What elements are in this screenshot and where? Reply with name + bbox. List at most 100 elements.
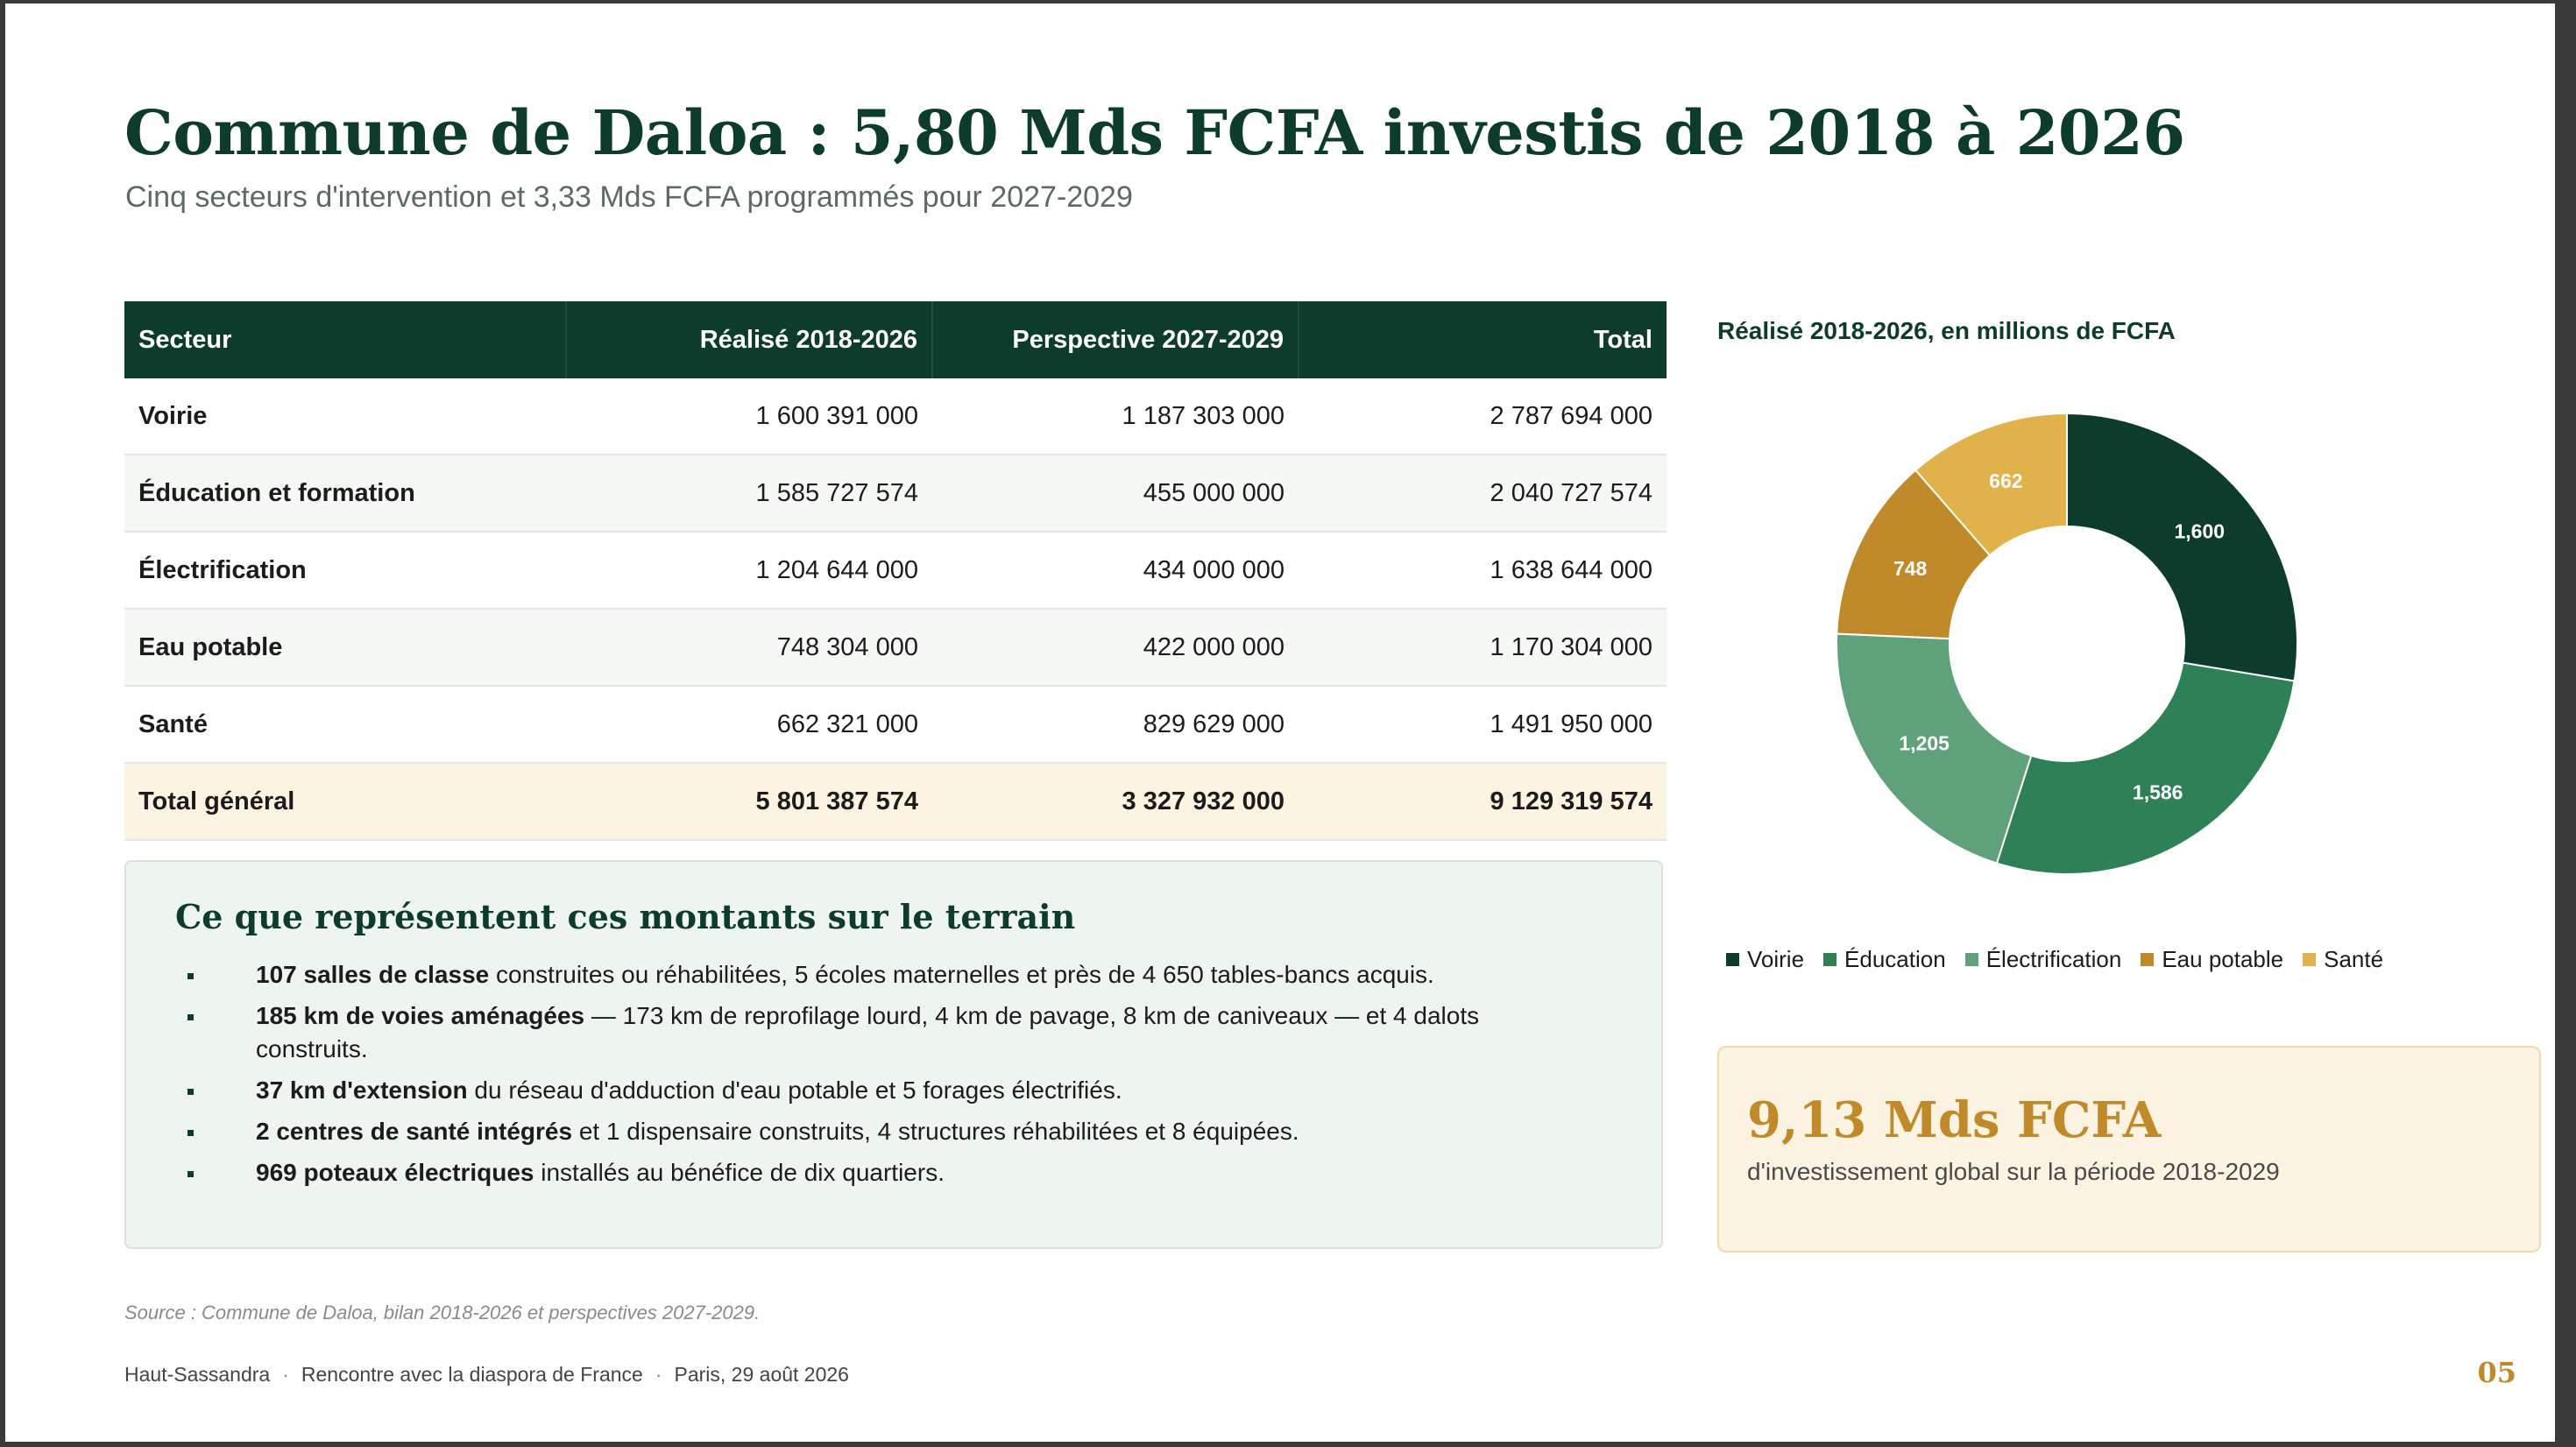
footer-event: Rencontre avec la diaspora de France	[301, 1363, 643, 1386]
cell-perspective: 829 629 000	[932, 686, 1299, 764]
cell-total-label: Total général	[124, 763, 566, 841]
list-item-highlight: 969 poteaux électriques	[256, 1159, 534, 1186]
kpi-card: 9,13 Mds FCFA d'investissement global su…	[1717, 1046, 2541, 1253]
cell-realise: 662 321 000	[566, 686, 932, 764]
legend-swatch	[2303, 953, 2317, 966]
bullet-icon	[188, 973, 194, 979]
bullet-icon	[188, 1014, 194, 1020]
legend-label: Voirie	[1747, 946, 1805, 972]
table-row: Santé 662 321 000 829 629 000 1 491 950 …	[124, 686, 1667, 764]
cell-total-perspective: 3 327 932 000	[932, 763, 1299, 841]
table-row: Électrification 1 204 644 000 434 000 00…	[124, 532, 1667, 610]
cell-sector: Éducation et formation	[124, 455, 566, 533]
table-header-row: Secteur Réalisé 2018-2026 Perspective 20…	[124, 301, 1667, 378]
list-item: 37 km d'extension du réseau d'adduction …	[126, 1074, 1665, 1107]
table-row: Voirie 1 600 391 000 1 187 303 000 2 787…	[124, 378, 1667, 455]
legend-item: Électrification	[1964, 946, 2122, 973]
cell-perspective: 1 187 303 000	[932, 378, 1299, 455]
bullet-icon	[188, 1089, 194, 1095]
investment-table: Secteur Réalisé 2018-2026 Perspective 20…	[124, 301, 1667, 841]
list-item-text: et 1 dispensaire construits, 4 structure…	[572, 1118, 1299, 1145]
col-header-realise: Réalisé 2018-2026	[566, 301, 933, 378]
list-item: 185 km de voies aménagées — 173 km de re…	[126, 999, 1665, 1066]
list-item-highlight: 2 centres de santé intégrés	[256, 1118, 573, 1145]
terrain-heading: Ce que représentent ces montants sur le …	[175, 897, 1076, 936]
page-title: Commune de Daloa : 5,80 Mds FCFA investi…	[124, 96, 2185, 169]
cell-perspective: 422 000 000	[932, 609, 1299, 687]
terrain-box: Ce que représentent ces montants sur le …	[124, 860, 1663, 1249]
legend-swatch	[1823, 953, 1837, 966]
cell-sector: Électrification	[124, 532, 566, 610]
cell-realise: 1 600 391 000	[566, 378, 932, 455]
bullet-icon	[188, 1130, 194, 1136]
table-total-row: Total général 5 801 387 574 3 327 932 00…	[124, 763, 1667, 841]
cell-total: 1 170 304 000	[1299, 609, 1667, 687]
legend-swatch	[2141, 953, 2155, 966]
donut-slice-5	[1914, 412, 2068, 557]
chart-legend: Voirie Éducation Électrification Eau potabl…	[1726, 946, 2383, 973]
cell-realise: 748 304 000	[566, 609, 932, 687]
footer-separator: ·	[282, 1363, 289, 1386]
table-row: Eau potable 748 304 000 422 000 000 1 17…	[124, 609, 1667, 687]
list-item-text: construites ou réhabilitées, 5 écoles ma…	[489, 961, 1434, 988]
legend-swatch	[1726, 953, 1739, 966]
cell-total: 2 040 727 574	[1299, 455, 1667, 533]
slide: Commune de Daloa : 5,80 Mds FCFA investi…	[5, 4, 2555, 1442]
list-item: 2 centres de santé intégrés et 1 dispens…	[126, 1115, 1665, 1148]
cell-perspective: 455 000 000	[932, 455, 1299, 533]
kpi-caption: d'investissement global sur la période 2…	[1747, 1158, 2280, 1185]
list-item-text: — 173 km de reprofilage lourd, 4 km de p…	[256, 1002, 1480, 1062]
legend-label: Éducation	[1844, 946, 1946, 972]
list-item-text: du réseau d'adduction d'eau potable et 5…	[467, 1076, 1122, 1104]
footer-region: Haut-Sassandra	[124, 1363, 271, 1386]
data-label-2: 1,586	[2133, 780, 2183, 803]
list-item-text: installés au bénéfice de dix quartiers.	[534, 1159, 945, 1186]
cell-realise: 1 585 727 574	[566, 455, 932, 533]
kpi-value: 9,13 Mds FCFA	[1747, 1091, 2162, 1149]
cell-sector: Voirie	[124, 378, 566, 455]
terrain-list: 107 salles de classe construites ou réha…	[126, 958, 1665, 1197]
donut-slice-2	[1995, 661, 2296, 875]
cell-realise: 1 204 644 000	[566, 532, 932, 610]
data-label-1: 1,600	[2174, 519, 2225, 542]
cell-sector: Santé	[124, 686, 566, 764]
source-note: Source : Commune de Daloa, bilan 2018-20…	[124, 1302, 761, 1323]
cell-perspective: 434 000 000	[932, 532, 1299, 610]
cell-sector: Eau potable	[124, 609, 566, 687]
donut-slice-3	[1836, 632, 2033, 865]
list-item-highlight: 107 salles de classe	[256, 961, 490, 988]
donut-slice-1	[2066, 412, 2298, 682]
cell-grand-total: 9 129 319 574	[1299, 763, 1667, 841]
legend-label: Électrification	[1985, 946, 2122, 972]
legend-label: Santé	[2324, 946, 2384, 972]
chart-title: Réalisé 2018-2026, en millions de FCFA	[1717, 317, 2176, 344]
footer-separator: ·	[655, 1363, 662, 1386]
cell-total: 1 491 950 000	[1299, 686, 1667, 764]
legend-swatch	[1964, 953, 1978, 966]
col-header-perspective: Perspective 2027-2029	[932, 301, 1299, 378]
cell-total: 1 638 644 000	[1299, 532, 1667, 610]
page-subtitle: Cinq secteurs d'intervention et 3,33 Mds…	[125, 180, 1133, 214]
cell-total: 2 787 694 000	[1299, 378, 1667, 455]
list-item: 969 poteaux électriques installés au bén…	[126, 1156, 1665, 1189]
list-item-highlight: 37 km d'extension	[256, 1076, 468, 1104]
table-row: Éducation et formation 1 585 727 574 455…	[124, 455, 1667, 533]
cell-total-realise: 5 801 387 574	[566, 763, 932, 841]
data-label-3: 1,205	[1899, 732, 1950, 755]
donut-chart: 1,600 1,586 1,205 748 662	[1836, 412, 2298, 875]
col-header-total: Total	[1299, 301, 1667, 378]
list-item: 107 salles de classe construites ou réha…	[126, 958, 1665, 992]
legend-item: Voirie	[1726, 946, 1804, 973]
data-label-5: 662	[1989, 469, 2022, 492]
list-item-highlight: 185 km de voies aménagées	[256, 1002, 585, 1029]
legend-label: Eau potable	[2162, 946, 2284, 972]
bullet-icon	[188, 1171, 194, 1177]
footer: Haut-Sassandra · Rencontre avec la diaspor…	[124, 1363, 849, 1387]
legend-item: Éducation	[1823, 946, 1946, 973]
page-number: 05	[2477, 1356, 2516, 1389]
data-label-4: 748	[1893, 557, 1928, 580]
col-header-secteur: Secteur	[124, 301, 567, 378]
footer-place-date: Paris, 29 août 2026	[674, 1363, 849, 1386]
legend-item: Santé	[2303, 946, 2383, 973]
legend-item: Eau potable	[2141, 946, 2283, 973]
